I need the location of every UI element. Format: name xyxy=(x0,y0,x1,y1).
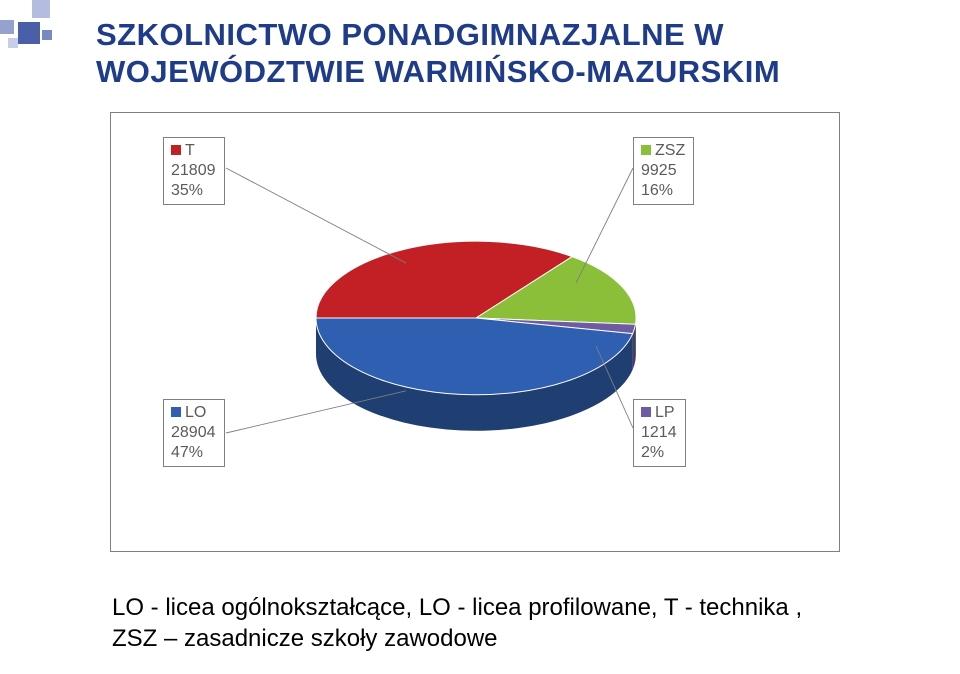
legend-lp-percent: 2% xyxy=(641,443,677,463)
legend-box-lo: LO 28904 47% xyxy=(163,399,225,467)
footer-legend-text: LO - licea ogólnokształcące, LO - licea … xyxy=(112,592,932,654)
swatch-lp xyxy=(641,407,651,417)
legend-t-percent: 35% xyxy=(171,181,216,201)
legend-t-label: T xyxy=(185,142,195,159)
legend-box-lp: LP 1214 2% xyxy=(633,399,686,467)
legend-lp-label: LP xyxy=(655,404,675,421)
swatch-zsz xyxy=(641,145,651,155)
swatch-lo xyxy=(171,407,181,417)
title-line-1: SZKOLNICTWO PONADGIMNAZJALNE W xyxy=(96,16,916,53)
legend-lo-value: 28904 xyxy=(171,423,216,443)
legend-lo-label: LO xyxy=(185,404,206,421)
legend-box-t: T 21809 35% xyxy=(163,137,225,205)
corner-decoration xyxy=(0,0,80,60)
legend-zsz-label: ZSZ xyxy=(655,142,685,159)
legend-zsz-percent: 16% xyxy=(641,181,685,201)
title-line-2: WOJEWÓDZTWIE WARMIŃSKO-MAZURSKIM xyxy=(96,53,916,90)
swatch-t xyxy=(171,145,181,155)
legend-lp-value: 1214 xyxy=(641,423,677,443)
page-title: SZKOLNICTWO PONADGIMNAZJALNE W WOJEWÓDZT… xyxy=(96,16,916,90)
legend-lo-percent: 47% xyxy=(171,443,216,463)
pie-chart-container: T 21809 35% ZSZ 9925 16% LP 1214 2% LO 2… xyxy=(110,112,840,552)
legend-zsz-value: 9925 xyxy=(641,161,685,181)
legend-t-value: 21809 xyxy=(171,161,216,181)
footer-line-2: ZSZ – zasadnicze szkoły zawodowe xyxy=(112,623,932,654)
legend-box-zsz: ZSZ 9925 16% xyxy=(633,137,694,205)
footer-line-1: LO - licea ogólnokształcące, LO - licea … xyxy=(112,592,932,623)
